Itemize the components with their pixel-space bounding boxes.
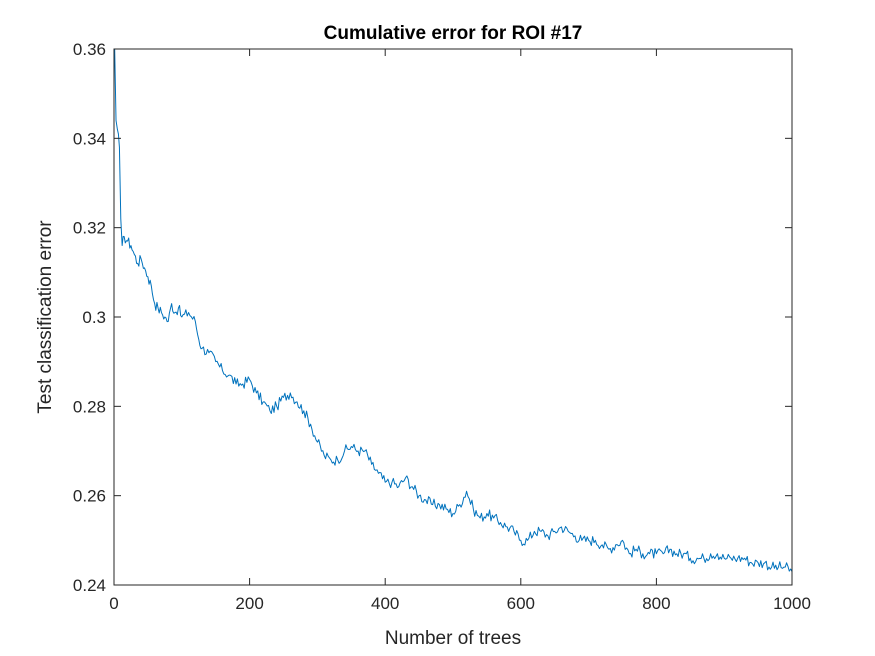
x-axis: 0 200 400 600 800 1000 [109, 49, 811, 613]
x-tick-label: 400 [371, 594, 399, 613]
x-tick-label: 200 [235, 594, 263, 613]
error-series-line [114, 48, 793, 572]
chart-title: Cumulative error for ROI #17 [324, 23, 583, 44]
x-tick-label: 600 [507, 594, 535, 613]
y-tick-label: 0.3 [82, 308, 106, 327]
x-tick-label: 800 [642, 594, 670, 613]
series-layer [114, 48, 793, 572]
y-tick-label: 0.34 [73, 129, 106, 148]
y-tick-label: 0.28 [73, 397, 106, 416]
y-axis-label: Test classification error [35, 220, 56, 414]
x-tick-label: 1000 [773, 594, 811, 613]
x-axis-label: Number of trees [385, 628, 521, 649]
y-tick-label: 0.32 [73, 219, 106, 238]
y-tick-label: 0.26 [73, 487, 106, 506]
plot-area [114, 49, 792, 585]
y-tick-label: 0.36 [73, 40, 106, 59]
y-tick-label: 0.24 [73, 576, 106, 595]
x-tick-label: 0 [109, 594, 118, 613]
y-axis: 0.24 0.26 0.28 0.3 0.32 0.34 0.36 [73, 40, 792, 595]
